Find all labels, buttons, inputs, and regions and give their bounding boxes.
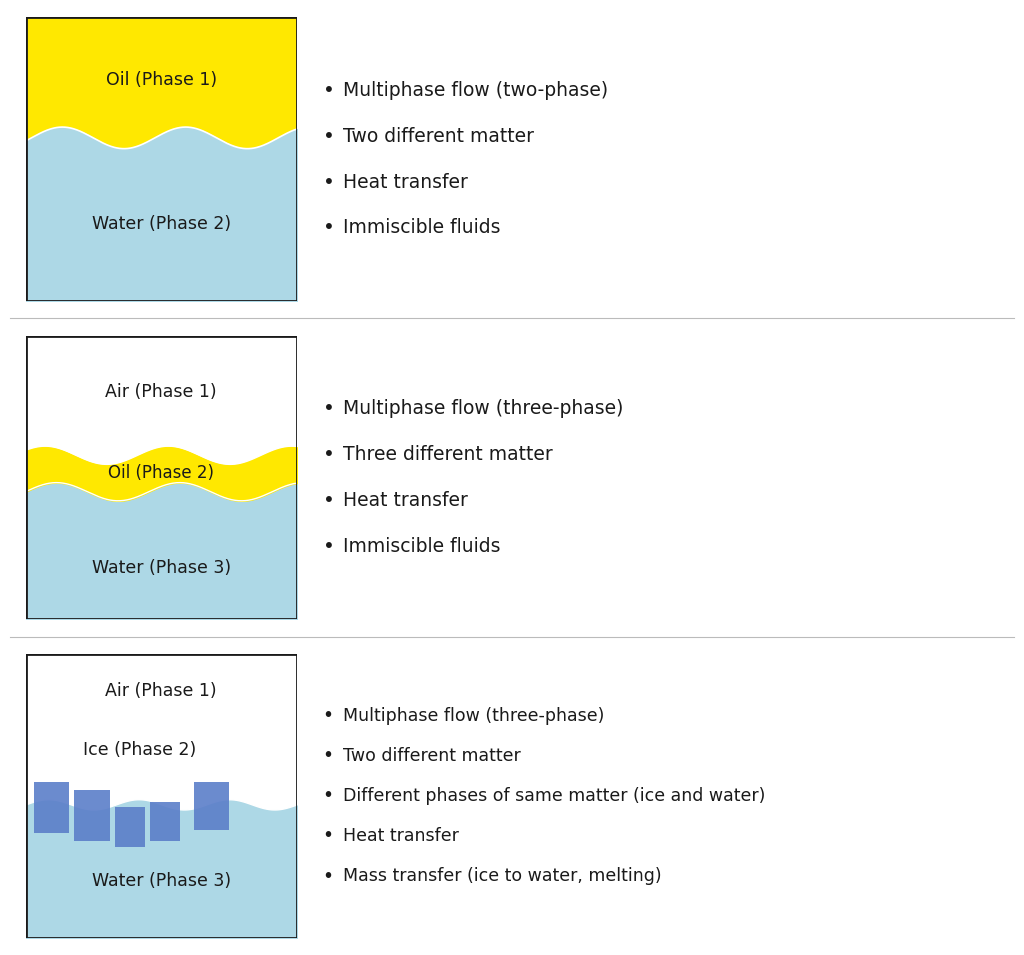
Bar [34, 781, 69, 833]
Text: Different phases of same matter (ice and water): Different phases of same matter (ice and… [343, 787, 765, 805]
Text: •: • [323, 786, 334, 805]
Text: Oil (Phase 1): Oil (Phase 1) [105, 71, 217, 89]
Text: •: • [323, 706, 334, 725]
Bar [151, 801, 180, 841]
Text: •: • [323, 445, 335, 464]
Text: Immiscible fluids: Immiscible fluids [343, 537, 501, 556]
Text: •: • [323, 866, 334, 885]
Bar [115, 807, 145, 847]
Text: Air (Phase 1): Air (Phase 1) [105, 682, 217, 700]
Bar [194, 781, 229, 830]
Text: •: • [323, 826, 334, 845]
Text: Mass transfer (ice to water, melting): Mass transfer (ice to water, melting) [343, 867, 662, 885]
Text: Water (Phase 3): Water (Phase 3) [92, 872, 230, 890]
Text: Two different matter: Two different matter [343, 747, 521, 765]
Text: •: • [323, 127, 335, 146]
Text: •: • [323, 491, 335, 510]
Bar [26, 804, 297, 938]
Text: •: • [323, 219, 335, 238]
Text: Water (Phase 3): Water (Phase 3) [92, 560, 230, 578]
Text: •: • [323, 746, 334, 765]
Text: Ice (Phase 2): Ice (Phase 2) [83, 741, 197, 759]
Text: Three different matter: Three different matter [343, 445, 553, 464]
Text: Heat transfer: Heat transfer [343, 173, 468, 192]
Text: Oil (Phase 2): Oil (Phase 2) [109, 464, 214, 482]
Text: •: • [323, 399, 335, 418]
Text: Multiphase flow (three-phase): Multiphase flow (three-phase) [343, 399, 624, 418]
Text: Multiphase flow (two-phase): Multiphase flow (two-phase) [343, 81, 608, 100]
Text: Multiphase flow (three-phase): Multiphase flow (three-phase) [343, 707, 604, 725]
Bar [75, 790, 110, 841]
Bar [26, 455, 297, 620]
Text: Heat transfer: Heat transfer [343, 827, 459, 845]
Text: Immiscible fluids: Immiscible fluids [343, 219, 501, 238]
Text: •: • [323, 173, 335, 192]
Text: Heat transfer: Heat transfer [343, 491, 468, 510]
Text: Air (Phase 1): Air (Phase 1) [105, 383, 217, 401]
Text: •: • [323, 81, 335, 100]
Text: •: • [323, 537, 335, 556]
Text: Two different matter: Two different matter [343, 127, 535, 146]
Text: Water (Phase 2): Water (Phase 2) [92, 216, 230, 233]
